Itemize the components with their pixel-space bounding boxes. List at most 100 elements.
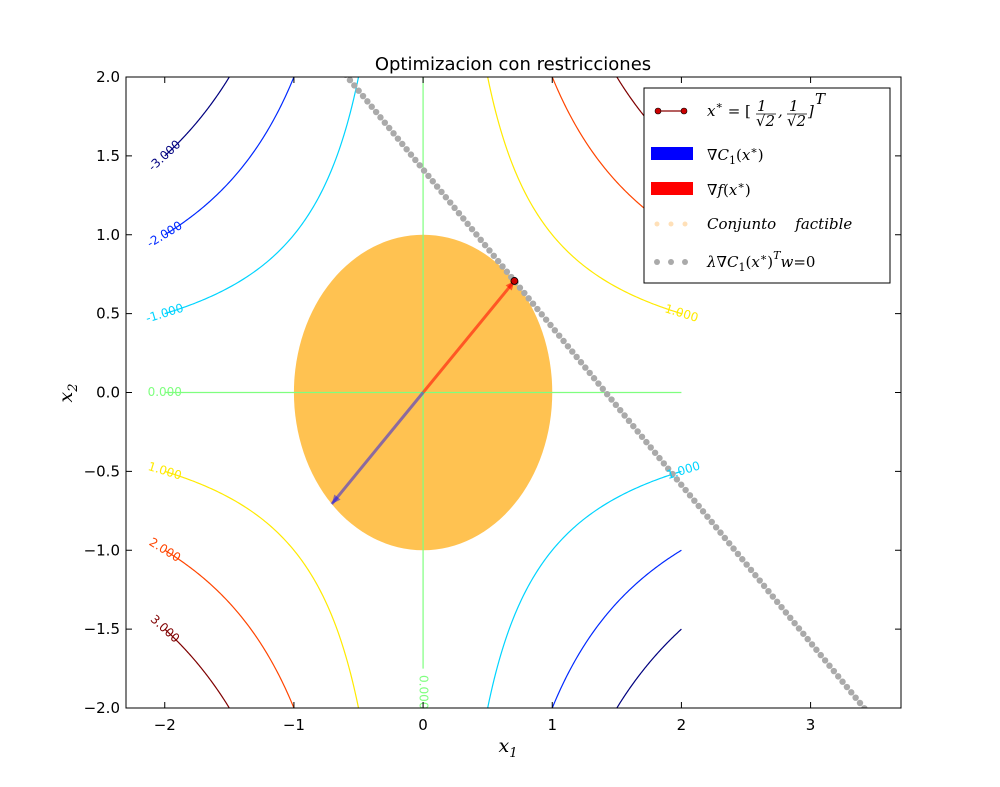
tangent-dot xyxy=(686,492,694,499)
legend-entry-grad-f: ∇f(x∗) xyxy=(651,179,751,199)
tangent-dot xyxy=(664,465,672,472)
optimum-marker xyxy=(510,277,519,285)
tangent-dot xyxy=(494,257,502,265)
tangent-dot xyxy=(861,705,868,708)
tangent-dot xyxy=(460,215,467,222)
tangent-dot xyxy=(726,540,733,547)
x-tick-label: 0 xyxy=(418,716,428,734)
tangent-dot xyxy=(525,295,532,302)
tangent-dot xyxy=(433,183,441,190)
x-tick-label: 1 xyxy=(547,716,557,734)
tangent-dot xyxy=(691,497,698,504)
tangent-dot xyxy=(368,103,375,110)
tangent-dot xyxy=(852,694,859,701)
tangent-dot xyxy=(547,321,554,329)
tangent-dot xyxy=(656,454,663,462)
tangent-dot xyxy=(651,449,659,456)
svg-text:∇f(x∗): ∇f(x∗) xyxy=(707,179,751,199)
tangent-dot xyxy=(346,77,354,84)
plot-area xyxy=(164,77,868,708)
tangent-dot xyxy=(364,98,371,105)
svg-text:1: 1 xyxy=(789,97,799,115)
tangent-dot xyxy=(569,348,576,355)
svg-text:T: T xyxy=(815,90,826,108)
contour-label: 1.000 xyxy=(663,301,700,324)
tangent-dot xyxy=(817,651,824,659)
contour-label: 3.000 xyxy=(148,612,183,646)
tangent-dot xyxy=(529,300,537,307)
legend-entry-grad-c1: ∇C1(x∗) xyxy=(651,144,764,167)
tangent-dot xyxy=(625,417,633,425)
tangent-dot xyxy=(739,556,746,563)
tangent-dot xyxy=(826,662,833,669)
tangent-dot xyxy=(377,114,384,121)
tangent-dot xyxy=(385,124,393,132)
tangent-dot xyxy=(830,667,838,675)
y-tick-label: 1.5 xyxy=(96,147,120,165)
contour-line xyxy=(487,77,682,315)
contour-label: -1.000 xyxy=(661,459,702,484)
tangent-dot xyxy=(765,587,772,595)
tangent-dot xyxy=(634,428,641,435)
tangent-dot xyxy=(608,396,615,403)
svg-text:x∗ = [: x∗ = [ xyxy=(707,99,751,120)
tangent-dot xyxy=(573,353,580,361)
tangent-dot xyxy=(743,561,750,568)
tangent-dot xyxy=(717,529,724,536)
tangent-dot xyxy=(425,172,432,180)
contour-label: -1.000 xyxy=(144,301,185,326)
tangent-dot xyxy=(560,337,567,345)
svg-text:√2: √2 xyxy=(756,112,775,130)
tangent-dot xyxy=(647,444,654,451)
tangent-dot xyxy=(782,609,790,616)
tangent-dot xyxy=(582,364,589,371)
y-tick-label: −2.0 xyxy=(84,699,120,717)
tangent-dot xyxy=(521,289,528,297)
tangent-dot xyxy=(468,225,476,233)
tangent-dot xyxy=(595,380,602,387)
y-tick-label: 2.0 xyxy=(96,68,120,86)
tangent-dot xyxy=(490,252,498,259)
tangent-dot xyxy=(813,646,820,653)
tangent-dot xyxy=(429,178,436,185)
tangent-dot xyxy=(708,518,715,526)
y-axis-label: x2 xyxy=(55,384,81,403)
tangent-dot xyxy=(678,481,685,488)
tangent-dot xyxy=(355,87,362,94)
svg-text:,: , xyxy=(778,102,783,120)
tangent-dot xyxy=(756,577,763,584)
svg-text:√2: √2 xyxy=(787,112,806,130)
tangent-dot xyxy=(481,241,489,249)
tangent-dot xyxy=(617,406,624,414)
tangent-dot xyxy=(399,140,406,148)
tangent-dot xyxy=(438,188,445,196)
vector-shaft xyxy=(421,280,516,394)
tangent-dot xyxy=(451,204,458,212)
tangent-dot xyxy=(760,582,768,590)
constraint-tangent-line xyxy=(343,77,868,708)
tangent-dot xyxy=(534,305,541,313)
tangent-dot xyxy=(499,263,506,270)
tangent-dot xyxy=(390,130,397,137)
tangent-dot xyxy=(486,247,493,254)
tangent-dot xyxy=(603,391,611,398)
tangent-dot xyxy=(621,412,628,419)
vector-head xyxy=(331,494,341,505)
tangent-dot xyxy=(834,673,842,680)
tangent-dot xyxy=(791,619,798,627)
y-tick-label: −0.5 xyxy=(84,462,120,480)
contour-label-zero: 0.000 xyxy=(417,675,431,709)
tangent-dot xyxy=(412,156,419,164)
x-tick-label: −1 xyxy=(283,716,305,734)
tangent-dot xyxy=(808,641,816,648)
tangent-dot xyxy=(394,135,402,142)
legend-entry-tangent: λ∇C1(x∗)Tw=0 xyxy=(654,249,815,274)
tangent-dot xyxy=(682,486,689,494)
contour-line xyxy=(164,628,230,708)
axis-ticks: −2 −1 0 1 2 3 −2.0 −1.5 −1.0 −0.5 0.0 0.5 1.0 1.5 2.0 xyxy=(84,68,901,734)
tangent-dot xyxy=(856,699,864,707)
tangent-dot xyxy=(839,678,846,685)
y-tick-label: 0.5 xyxy=(96,305,120,323)
x-axis-label: x1 xyxy=(499,735,518,761)
